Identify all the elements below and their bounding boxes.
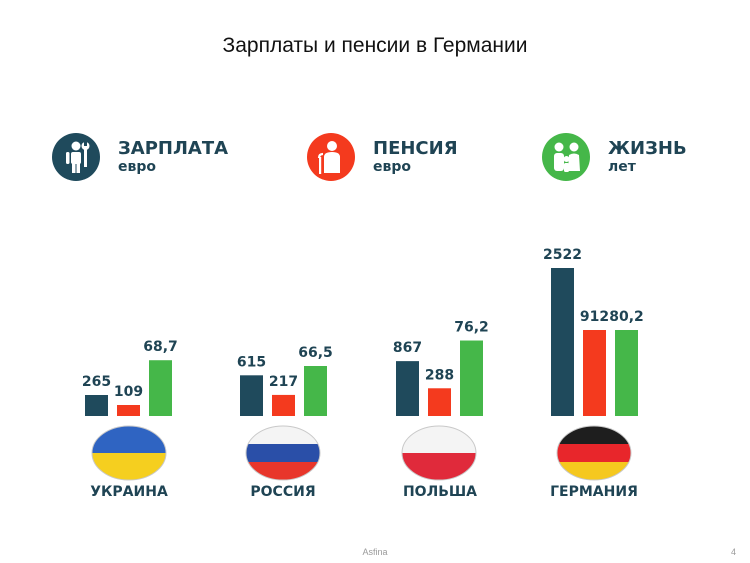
bar-life — [304, 366, 327, 416]
bar-pension — [272, 394, 295, 416]
slide-title: Зарплаты и пенсии в Германии — [222, 34, 528, 57]
data-label-life: 68,7 — [143, 339, 178, 355]
data-label-salary: 615 — [237, 354, 266, 370]
bar-pension — [583, 330, 606, 416]
bar-salary — [551, 268, 574, 416]
data-label-life: 66,5 — [298, 345, 333, 361]
data-label-pension: 217 — [269, 374, 298, 390]
bar-life — [615, 330, 638, 416]
page-number: 4 — [730, 547, 736, 557]
elderly-person-cane-icon — [307, 133, 355, 181]
russia-flag-icon — [245, 425, 321, 481]
bar-salary — [85, 395, 108, 416]
category-label: ПОЛЬША — [402, 484, 478, 500]
category-label: УКРАИНА — [90, 484, 168, 500]
bar-life — [149, 360, 172, 416]
data-label-salary: 2522 — [543, 247, 582, 263]
bar-salary — [396, 361, 419, 416]
legend-unit: евро — [118, 159, 156, 175]
data-label-pension: 109 — [114, 384, 143, 400]
legend-unit: лет — [608, 159, 636, 175]
family-icon — [542, 133, 590, 181]
data-label-life: 80,2 — [609, 309, 644, 325]
poland-flag-icon — [401, 425, 477, 481]
bar-pension — [117, 405, 140, 416]
data-label-salary: 265 — [82, 374, 111, 390]
data-label-life: 76,2 — [454, 320, 489, 336]
footer-author: Asfina — [362, 547, 388, 557]
legend-label: ПЕНСИЯ — [373, 138, 458, 159]
bar-life — [460, 340, 483, 416]
data-label-pension: 288 — [425, 367, 454, 383]
worker-wrench-icon — [52, 133, 100, 181]
category-label: ГЕРМАНИЯ — [550, 484, 638, 500]
data-label-pension: 912 — [580, 309, 609, 325]
germany-flag-icon — [556, 425, 632, 481]
bar-pension — [428, 388, 451, 416]
category-label: РОССИЯ — [250, 484, 316, 500]
bar-salary — [240, 375, 263, 416]
legend-label: ЗАРПЛАТА — [118, 138, 229, 159]
data-label-salary: 867 — [393, 340, 422, 356]
legend-unit: евро — [373, 159, 411, 175]
ukraine-flag-icon — [91, 425, 167, 481]
legend-label: ЖИЗНЬ — [608, 138, 687, 159]
